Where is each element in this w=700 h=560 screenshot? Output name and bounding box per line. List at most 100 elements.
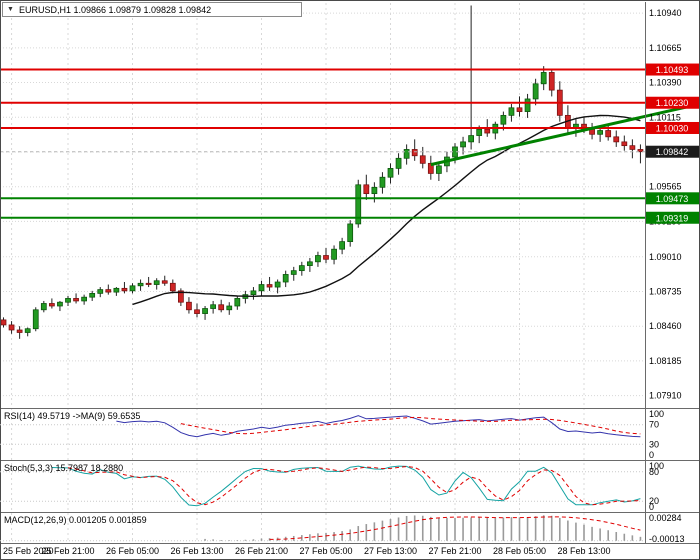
candle xyxy=(194,309,200,314)
candle xyxy=(113,287,120,293)
grid-layer xyxy=(0,3,645,543)
candle xyxy=(105,289,112,293)
candle xyxy=(57,301,63,307)
axis-label: 1.10940 xyxy=(649,8,682,18)
stoch-d-line xyxy=(67,465,641,506)
axis-label: 0 xyxy=(649,502,654,512)
axis-label: 27 Feb 05:00 xyxy=(299,546,352,556)
candle xyxy=(24,328,31,333)
axis-label: 20 xyxy=(649,496,659,506)
candle xyxy=(153,280,160,285)
axis-label: 100 xyxy=(649,461,664,471)
price-level-badge xyxy=(646,63,699,76)
candle xyxy=(8,324,15,331)
candle xyxy=(202,308,208,314)
axis-label: 25 Feb 2020 xyxy=(3,546,54,556)
candle xyxy=(339,241,345,250)
candle xyxy=(89,293,96,298)
price-level-badge xyxy=(646,96,699,109)
candle xyxy=(16,329,23,333)
axis-label: 26 Feb 05:00 xyxy=(106,546,159,556)
candle xyxy=(282,274,289,283)
price-scale[interactable]: 1.109401.106651.103901.101151.098401.095… xyxy=(646,8,699,401)
axis-label: 25 Feb 21:00 xyxy=(41,546,94,556)
candle xyxy=(298,265,305,272)
candle xyxy=(347,223,354,242)
candle xyxy=(548,72,555,91)
ma-layer xyxy=(132,114,641,306)
axis-label: 27 Feb 13:00 xyxy=(364,546,417,556)
candle xyxy=(290,270,297,275)
candle xyxy=(508,107,515,116)
candle xyxy=(234,298,241,307)
candle xyxy=(266,284,273,288)
axis-label: 1.10493 xyxy=(656,65,689,75)
candle xyxy=(468,135,474,143)
candle xyxy=(186,301,192,311)
candle xyxy=(476,128,483,136)
candle xyxy=(637,149,644,153)
dropdown-triangle-icon[interactable]: ▼ xyxy=(7,6,14,13)
candle xyxy=(387,168,394,178)
rsi-indicator-label: RSI(14) 49.5719 ->MA(9) 59.6535 xyxy=(4,411,141,421)
axis-label: 28 Feb 05:00 xyxy=(493,546,546,556)
candle xyxy=(169,282,176,292)
candle xyxy=(411,149,418,157)
candle xyxy=(540,72,547,85)
stoch-indicator-label: Stoch(5,3,3) 15.7987 18.2880 xyxy=(4,463,124,473)
candle xyxy=(532,83,539,100)
candle xyxy=(331,248,337,260)
candle xyxy=(32,309,39,330)
candle xyxy=(629,145,636,150)
candle xyxy=(371,186,378,195)
candle xyxy=(210,304,216,309)
axis-label: -0.00013 xyxy=(649,534,685,544)
axis-label: 70 xyxy=(649,420,659,430)
price-level-badge xyxy=(646,192,699,205)
candle xyxy=(226,305,233,311)
trendline[interactable] xyxy=(430,102,700,167)
axis-label: 1.09842 xyxy=(656,147,689,157)
candle xyxy=(403,149,410,159)
axis-label: 1.10030 xyxy=(656,123,689,133)
axis-label: 1.08185 xyxy=(649,356,682,366)
candle xyxy=(363,184,370,195)
candle xyxy=(419,155,426,164)
candle xyxy=(97,289,104,294)
axis-label: 1.09565 xyxy=(649,182,682,192)
axis-label: 1.08735 xyxy=(649,286,682,296)
candle xyxy=(307,261,313,266)
axis-label: 28 Feb 13:00 xyxy=(557,546,610,556)
axis-label: 1.10115 xyxy=(649,112,681,122)
candle xyxy=(40,303,47,311)
axis-label: 27 Feb 21:00 xyxy=(428,546,481,556)
axis-label: 1.09010 xyxy=(649,252,682,262)
candle xyxy=(355,184,362,225)
candle xyxy=(145,282,152,285)
stoch-k-line xyxy=(51,465,641,507)
candle xyxy=(0,319,7,326)
candle xyxy=(524,98,531,112)
candle xyxy=(315,255,321,263)
candle xyxy=(73,298,79,302)
candle xyxy=(129,285,136,292)
candle xyxy=(274,281,281,288)
symbol-info-box: ▼ EURUSD,H1 1.09866 1.09879 1.09828 1.09… xyxy=(2,2,303,17)
axis-label: 80 xyxy=(649,467,659,477)
candle xyxy=(65,298,71,303)
candle xyxy=(178,290,184,303)
axis-label: 1.10665 xyxy=(649,43,682,53)
candle xyxy=(250,290,257,296)
price-level-badge xyxy=(646,121,699,134)
axis-label: 1.09473 xyxy=(656,194,689,204)
ma-line xyxy=(132,114,641,306)
symbol-ohlc-text: EURUSD,H1 1.09866 1.09879 1.09828 1.0984… xyxy=(18,4,212,15)
candle xyxy=(379,176,386,188)
candle xyxy=(613,136,620,143)
candle xyxy=(49,303,55,307)
macd-indicator-label: MACD(12,26,9) 0.001205 0.001859 xyxy=(4,515,147,525)
